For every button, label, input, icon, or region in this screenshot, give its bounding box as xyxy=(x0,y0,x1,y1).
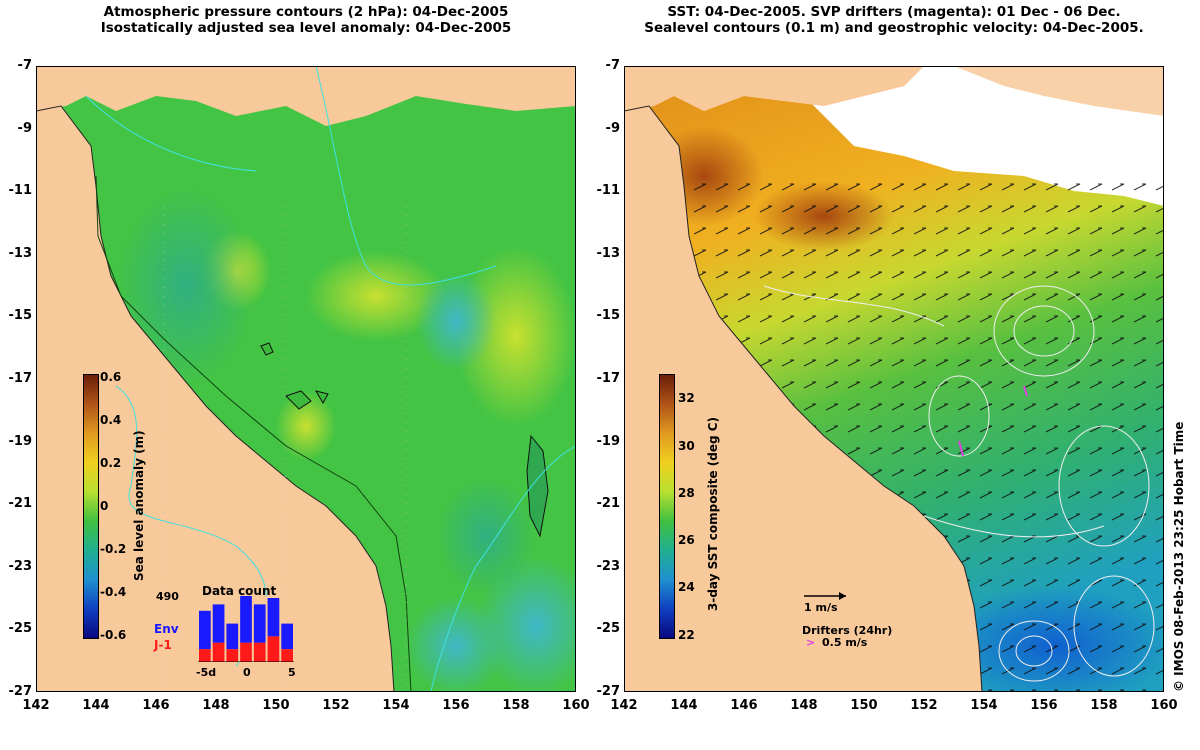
right-lon-label: 142 xyxy=(610,698,638,713)
j1-count-bar xyxy=(226,649,239,662)
left-lon-label: 142 xyxy=(22,698,50,713)
right-lon-label: 152 xyxy=(910,698,938,713)
right-lon-label: 146 xyxy=(730,698,758,713)
right-title-line-1: SST: 04-Dec-2005. SVP drifters (magenta)… xyxy=(667,4,1121,20)
left-lon-label: 150 xyxy=(262,698,290,713)
sst-map: 32 30 28 26 24 22 3-day SST composite (d… xyxy=(624,66,1164,692)
left-lat-label: -11 xyxy=(8,183,33,199)
env-count-bar xyxy=(240,596,252,643)
right-lat-label: -7 xyxy=(605,58,620,73)
sst-tick-0: 32 xyxy=(678,391,695,405)
right-lat-label: -23 xyxy=(596,558,621,574)
data-count-histogram xyxy=(198,596,294,662)
sla-tick-4: -0.2 xyxy=(100,542,127,556)
left-lat-label: -25 xyxy=(8,621,33,637)
j1-count-bar xyxy=(199,649,211,662)
left-lon-label: 152 xyxy=(322,698,350,713)
right-lat-label: -17 xyxy=(596,371,621,386)
right-lat-label: -27 xyxy=(596,684,621,699)
inset-title: Data count xyxy=(202,584,277,598)
inset-legend-env: Env xyxy=(154,622,179,636)
sst-colorbar xyxy=(659,374,675,639)
right-lat-label: -25 xyxy=(596,621,621,637)
sla-tick-2: 0.2 xyxy=(100,456,122,470)
left-lon-label: 146 xyxy=(142,698,170,713)
left-lon-label: 156 xyxy=(442,698,470,713)
left-lon-label: 148 xyxy=(202,698,230,713)
right-lat-label: -15 xyxy=(596,308,621,324)
imos-credit: © IMOS 08-Feb-2013 23:25 Hobart Time xyxy=(1172,421,1186,692)
j1-count-bar xyxy=(281,649,293,662)
j1-count-bar xyxy=(212,642,225,662)
left-lat-label: -23 xyxy=(8,558,33,574)
j1-count-bar xyxy=(240,642,252,662)
right-lat-label: -11 xyxy=(596,183,621,199)
right-title-line-2: Sealevel contours (0.1 m) and geostrophi… xyxy=(644,20,1144,36)
left-lon-label: 144 xyxy=(82,698,110,713)
left-lat-label: -13 xyxy=(8,245,33,261)
sla-tick-6: -0.6 xyxy=(100,628,127,642)
right-lon-label: 144 xyxy=(670,698,698,713)
right-map-frame xyxy=(624,66,1164,692)
right-lon-label: 160 xyxy=(1150,698,1178,713)
velocity-scale-label: 1 m/s xyxy=(804,601,838,614)
sst-tick-3: 26 xyxy=(678,533,695,547)
right-lon-label: 156 xyxy=(1030,698,1058,713)
left-lat-label: -19 xyxy=(8,433,33,449)
inset-xtick-1: 0 xyxy=(243,666,251,679)
left-title-line-2: Isostatically adjusted sea level anomaly… xyxy=(100,20,512,36)
left-lon-label: 154 xyxy=(382,698,410,713)
inset-max-label: 490 xyxy=(156,590,179,603)
left-lon-label: 160 xyxy=(562,698,590,713)
sst-tick-1: 30 xyxy=(678,439,695,453)
left-title-line-1: Atmospheric pressure contours (2 hPa): 0… xyxy=(103,4,509,20)
right-lat-label: -19 xyxy=(596,433,621,449)
left-lat-label: -27 xyxy=(8,684,33,699)
sst-tick-4: 24 xyxy=(678,580,695,594)
env-count-bar xyxy=(281,623,293,650)
right-lon-label: 150 xyxy=(850,698,878,713)
right-lat-label: -21 xyxy=(596,496,621,512)
sla-tick-5: -0.4 xyxy=(100,585,127,599)
sst-tick-5: 22 xyxy=(678,628,695,642)
drifters-label: Drifters (24hr) xyxy=(802,624,893,637)
inset-legend-j1: J-1 xyxy=(154,638,172,652)
right-lon-label: 148 xyxy=(790,698,818,713)
inset-xtick-2: 5 xyxy=(288,666,296,679)
right-lon-label: 158 xyxy=(1090,698,1118,713)
j1-count-bar xyxy=(253,642,266,662)
drifter-marker-icon: > xyxy=(806,636,816,649)
right-lat-label: -9 xyxy=(605,120,620,136)
inset-xtick-0: -5d xyxy=(196,666,217,679)
left-lon-label: 158 xyxy=(502,698,530,713)
velocity-scale-arrow xyxy=(804,592,846,600)
left-lat-label: -15 xyxy=(8,308,33,324)
sla-tick-3: 0 xyxy=(100,499,109,513)
drifter-speed-label: 0.5 m/s xyxy=(822,636,868,649)
left-lat-label: -21 xyxy=(8,496,33,512)
left-lat-label: -17 xyxy=(8,371,33,386)
sla-colorbar xyxy=(83,374,99,639)
env-count-bar xyxy=(212,604,225,643)
right-lat-label: -13 xyxy=(596,245,621,261)
sea-level-anomaly-map: 0.6 0.4 0.2 0 -0.2 -0.4 -0.6 Sea level a… xyxy=(36,66,576,692)
left-map-frame xyxy=(36,66,576,692)
cloud-mask xyxy=(774,66,1164,206)
sla-tick-1: 0.4 xyxy=(100,413,122,427)
left-lat-label: -7 xyxy=(17,58,32,73)
sst-tick-2: 28 xyxy=(678,486,695,500)
env-count-bar xyxy=(226,623,239,650)
sla-tick-0: 0.6 xyxy=(100,370,122,384)
env-count-bar xyxy=(267,598,280,637)
right-lon-label: 154 xyxy=(970,698,998,713)
j1-count-bar xyxy=(267,636,280,662)
new-guinea-land xyxy=(36,66,576,126)
australia-land xyxy=(36,106,394,692)
env-count-bar xyxy=(253,604,266,643)
left-lat-label: -9 xyxy=(17,120,32,136)
env-count-bar xyxy=(199,610,211,650)
